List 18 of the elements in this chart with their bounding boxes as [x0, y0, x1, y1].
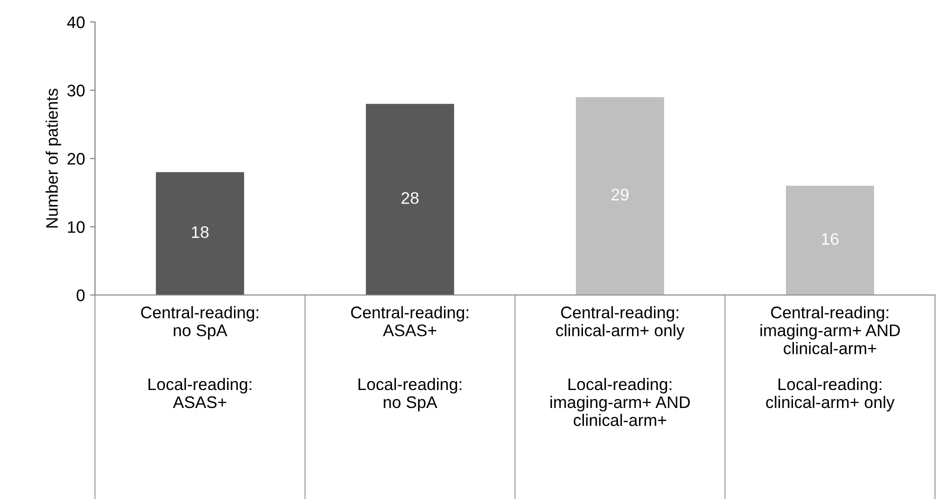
bar	[786, 186, 874, 295]
y-tick-label: 10	[68, 221, 85, 233]
data-label: 29	[612, 188, 628, 201]
bar	[576, 97, 664, 295]
y-tick-label: 30	[67, 84, 85, 96]
category-label: Central-reading: clinical-arm+ only Local-reading: imaging-arm+ AND clinical-arm+	[550, 306, 690, 426]
category-label: Central-reading: ASAS+ Local-reading: no SpA	[351, 306, 468, 412]
y-tick-label: 20	[68, 152, 85, 165]
bar	[366, 104, 454, 295]
data-label: 28	[402, 192, 419, 204]
category-label: Central-reading: no SpA Local-reading: ASAS+	[141, 306, 258, 408]
data-label: 18	[192, 226, 209, 238]
y-axis-title: Number of patients	[46, 88, 62, 228]
y-tick-label: 40	[67, 16, 85, 28]
y-tick-label: 0	[76, 289, 85, 302]
category-label: Central-reading: imaging-arm+ AND clinical-arm+ Local-reading: clinical-arm+ only	[760, 306, 900, 412]
data-label: 16	[822, 233, 839, 245]
bar	[156, 172, 244, 295]
